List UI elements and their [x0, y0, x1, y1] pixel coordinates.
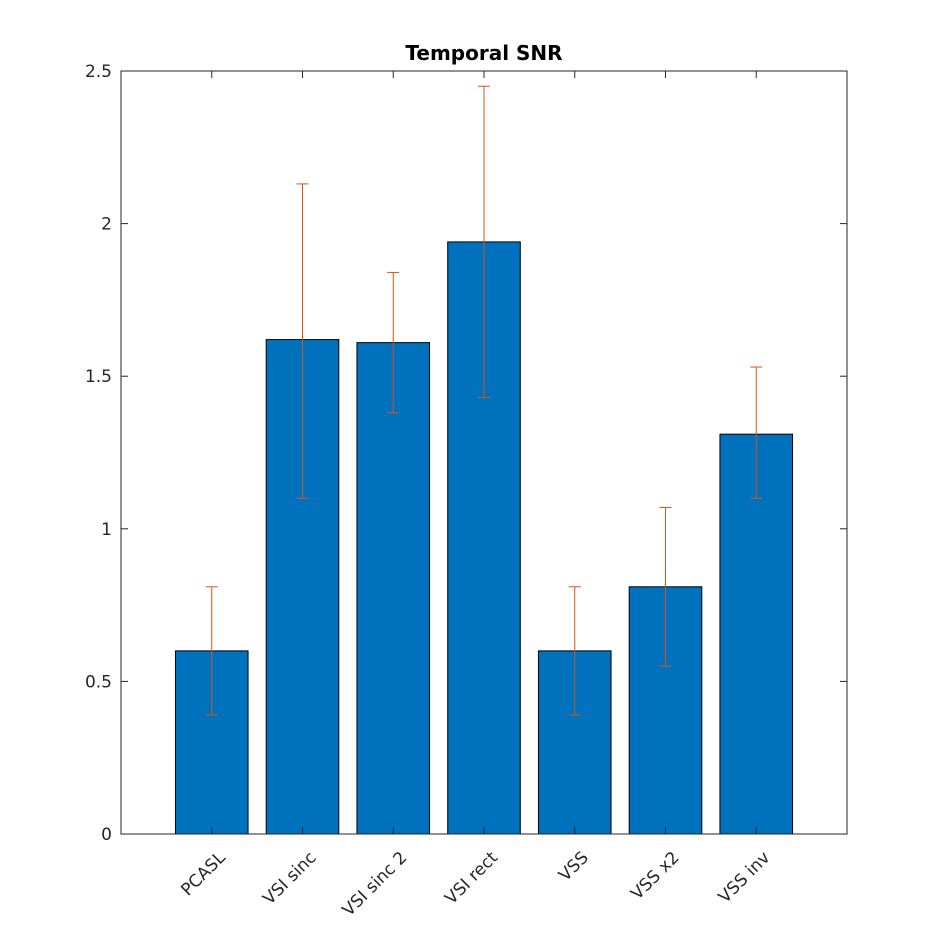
x-tick-label: VSS: [555, 848, 593, 886]
error-bar: [387, 271, 400, 414]
error-bar: [750, 366, 763, 499]
x-tick-label: VSI rect: [441, 848, 502, 909]
error-bars-group: [205, 85, 763, 716]
bar-vss-inv: [719, 433, 794, 835]
error-bar: [478, 85, 490, 399]
y-axis: 0 0.5 1 1.5 2 2.5: [85, 62, 847, 845]
y-tick-label: 2: [101, 215, 112, 235]
chart-title: Temporal SNR: [405, 41, 562, 65]
error-bar: [568, 586, 581, 716]
error-bar: [296, 183, 309, 499]
y-tick-label: 1: [101, 520, 112, 540]
y-tick-label: 0.5: [85, 672, 112, 692]
x-tick-label: VSI sinc 2: [339, 848, 412, 921]
x-tick-label: PCASL: [177, 848, 230, 901]
x-tick-label: VSI sinc: [259, 848, 320, 909]
x-tick-label: VSS x2: [627, 848, 683, 904]
y-tick-label: 1.5: [85, 367, 112, 387]
error-bar: [659, 506, 672, 667]
error-bar: [205, 586, 218, 716]
y-tick-label: 0: [101, 825, 112, 845]
y-tick-label: 2.5: [85, 62, 112, 82]
x-tick-label: VSS inv: [715, 848, 775, 908]
bar-vsi-sinc-2: [356, 342, 431, 835]
bars-group: [174, 241, 794, 835]
